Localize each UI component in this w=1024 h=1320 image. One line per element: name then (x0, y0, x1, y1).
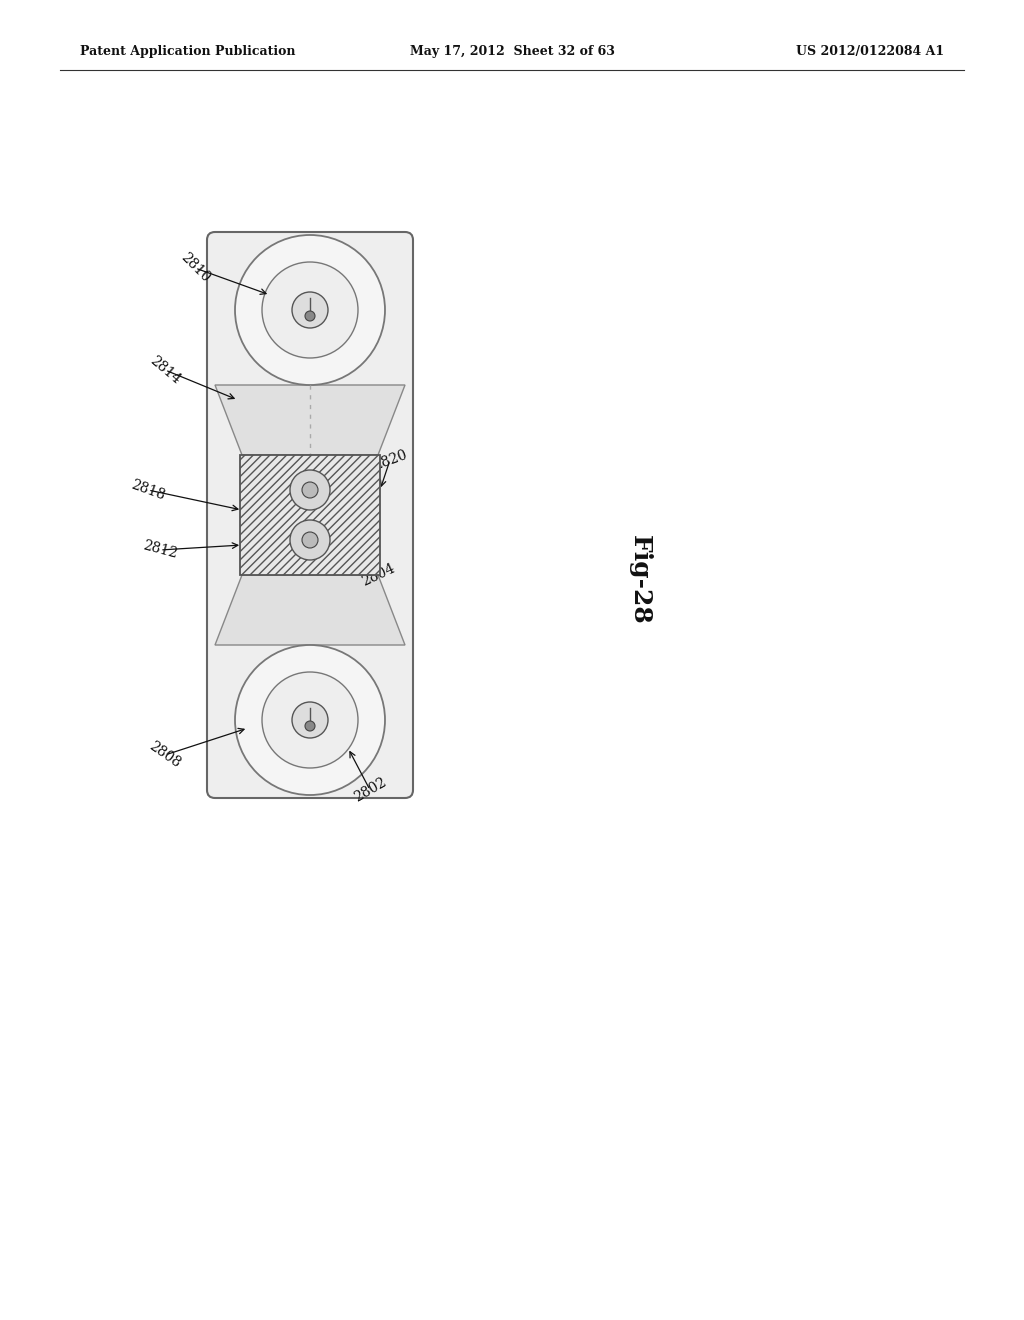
Text: 2820: 2820 (371, 447, 409, 473)
Text: 2814: 2814 (147, 354, 183, 387)
Text: Fig-28: Fig-28 (628, 535, 652, 624)
Polygon shape (215, 576, 406, 645)
Text: US 2012/0122084 A1: US 2012/0122084 A1 (796, 45, 944, 58)
Text: 2812: 2812 (141, 539, 179, 561)
Circle shape (262, 261, 358, 358)
Text: 2818: 2818 (129, 478, 167, 503)
Circle shape (305, 721, 315, 731)
Circle shape (234, 235, 385, 385)
Circle shape (305, 312, 315, 321)
Text: 2802: 2802 (351, 775, 389, 805)
Circle shape (290, 470, 330, 510)
Circle shape (292, 292, 328, 327)
Bar (240, 455, 380, 576)
Polygon shape (215, 385, 406, 455)
Text: May 17, 2012  Sheet 32 of 63: May 17, 2012 Sheet 32 of 63 (410, 45, 614, 58)
Circle shape (302, 482, 318, 498)
Circle shape (292, 702, 328, 738)
Circle shape (234, 645, 385, 795)
Text: 2810: 2810 (177, 251, 212, 285)
Circle shape (302, 532, 318, 548)
Circle shape (290, 520, 330, 560)
Text: 2808: 2808 (146, 739, 183, 771)
Text: Patent Application Publication: Patent Application Publication (80, 45, 296, 58)
FancyBboxPatch shape (207, 232, 413, 799)
Text: 2804: 2804 (359, 561, 397, 589)
Circle shape (262, 672, 358, 768)
